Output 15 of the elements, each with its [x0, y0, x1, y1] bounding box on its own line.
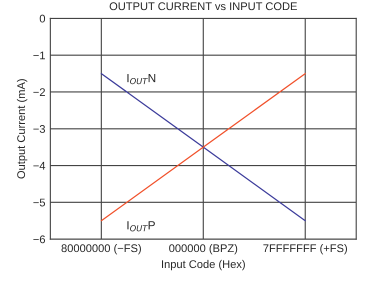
x-tick-label: 80000000 (−FS) — [62, 244, 141, 254]
series-label: I$_{OUT}$P — [127, 221, 155, 232]
y-tick-label: 0 — [40, 14, 46, 23]
x-axis-title: Input Code (Hex) — [162, 260, 245, 270]
y-tick-label: −1 — [33, 52, 45, 60]
y-tick-label: −6 — [33, 235, 46, 244]
y-tick-label: −3 — [33, 125, 46, 133]
series-label: I$_{OUT}$N — [127, 74, 156, 84]
y-axis-title: Output Current (mA) — [16, 79, 28, 179]
y-tick-label: −5 — [33, 198, 46, 206]
y-tick-label: −2 — [33, 88, 45, 96]
x-tick-label: 7FFFFFFF (+FS) — [263, 244, 347, 254]
x-tick-label: 000000 (BPZ) — [169, 244, 238, 254]
chart-title: OUTPUT CURRENT vs INPUT CODE — [110, 2, 297, 10]
y-tick-label: −4 — [33, 162, 46, 170]
